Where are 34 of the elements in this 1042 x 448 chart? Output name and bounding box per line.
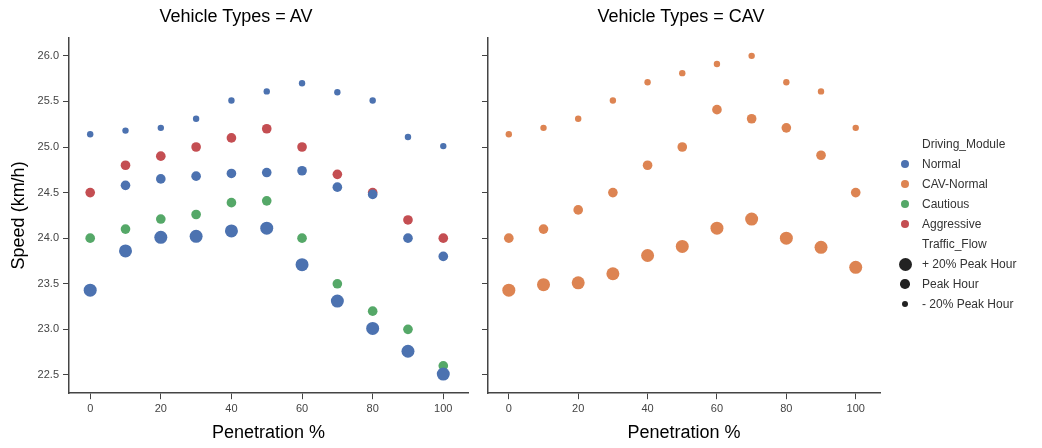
y-tick-label: 23.5 (37, 276, 60, 289)
x-axis-title: Penetration % (211, 422, 326, 443)
y-axis-title: Speed (km/h) (7, 161, 28, 270)
legend-label: Aggressive (922, 217, 982, 231)
x-tick-label: 100 (434, 401, 453, 414)
x-tick-label: 40 (225, 401, 238, 414)
x-axis-title: Penetration % (627, 422, 741, 443)
y-tick-label: 26.0 (37, 48, 60, 61)
legend-title: Driving_Module (921, 136, 1007, 153)
legend-label: Cautious (922, 197, 970, 211)
chart-title: Vehicle Types = AV (159, 5, 313, 26)
y-tick-label: 24.5 (37, 185, 60, 198)
x-tick-label: 60 (295, 401, 309, 414)
x-tick-label: 40 (641, 401, 654, 414)
legend-label: + 20% Peak Hour (922, 257, 1017, 271)
legend-label: - 20% Peak Hour (922, 297, 1014, 311)
legend-label: CAV-Normal (922, 177, 988, 191)
x-tick-label: 60 (710, 401, 724, 414)
legend-label: Normal (922, 157, 961, 171)
legend-label: Peak Hour (922, 277, 979, 291)
x-tick-label: 80 (366, 401, 379, 414)
y-tick-label: 25.0 (37, 140, 60, 153)
x-tick-label: 0 (87, 401, 94, 414)
x-tick-label: 20 (154, 401, 167, 414)
x-tick-label: 20 (572, 401, 585, 414)
text: Traffic_Flow (921, 236, 988, 253)
y-tick-label: 23.0 (37, 322, 60, 335)
y-tick-label: 24.0 (37, 231, 60, 244)
x-tick-label: 100 (846, 401, 865, 414)
x-tick-label: 0 (505, 401, 512, 414)
y-tick-label: 25.5 (37, 94, 60, 107)
chart-title: Vehicle Types = CAV (597, 5, 765, 26)
x-tick-label: 80 (780, 401, 793, 414)
y-tick-label: 22.5 (37, 368, 60, 380)
